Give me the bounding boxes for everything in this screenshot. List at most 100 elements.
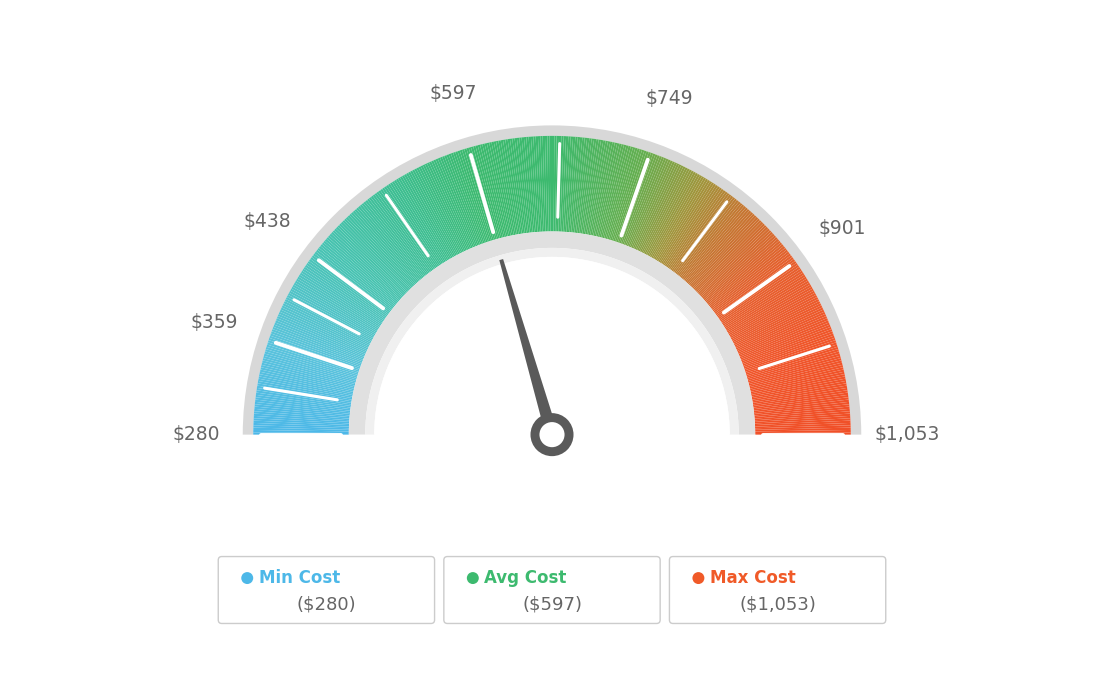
Wedge shape xyxy=(319,246,394,308)
Wedge shape xyxy=(742,327,831,363)
Wedge shape xyxy=(747,351,839,380)
Wedge shape xyxy=(751,372,845,393)
Wedge shape xyxy=(562,136,569,232)
Wedge shape xyxy=(493,141,514,235)
Wedge shape xyxy=(585,140,604,235)
Wedge shape xyxy=(328,235,401,300)
Wedge shape xyxy=(261,365,354,388)
Wedge shape xyxy=(654,176,704,259)
Wedge shape xyxy=(656,177,707,261)
Wedge shape xyxy=(437,158,476,247)
Wedge shape xyxy=(255,402,350,414)
Wedge shape xyxy=(380,189,436,268)
FancyBboxPatch shape xyxy=(444,557,660,624)
Wedge shape xyxy=(721,268,802,323)
Wedge shape xyxy=(346,217,413,288)
Wedge shape xyxy=(710,246,785,308)
Wedge shape xyxy=(552,136,554,231)
Wedge shape xyxy=(258,376,352,397)
Wedge shape xyxy=(688,212,753,284)
Wedge shape xyxy=(295,281,378,331)
Wedge shape xyxy=(478,145,503,238)
Wedge shape xyxy=(749,356,841,382)
Wedge shape xyxy=(754,404,849,415)
Wedge shape xyxy=(741,324,830,362)
Wedge shape xyxy=(613,150,645,241)
Wedge shape xyxy=(722,270,803,324)
Wedge shape xyxy=(289,290,374,338)
Wedge shape xyxy=(638,164,681,251)
Wedge shape xyxy=(743,331,834,366)
Wedge shape xyxy=(742,329,832,364)
Text: $359: $359 xyxy=(191,313,238,332)
Wedge shape xyxy=(535,136,542,232)
Wedge shape xyxy=(371,196,429,273)
Wedge shape xyxy=(263,356,355,382)
Wedge shape xyxy=(379,190,435,269)
Wedge shape xyxy=(432,160,471,249)
Circle shape xyxy=(531,413,573,456)
Text: $597: $597 xyxy=(429,83,477,103)
Wedge shape xyxy=(754,409,850,419)
Wedge shape xyxy=(682,206,746,280)
Text: ($597): ($597) xyxy=(522,595,582,613)
Wedge shape xyxy=(254,409,350,419)
Wedge shape xyxy=(425,164,467,250)
Wedge shape xyxy=(285,299,371,344)
Wedge shape xyxy=(406,172,454,257)
Wedge shape xyxy=(704,237,777,302)
Wedge shape xyxy=(254,418,349,425)
Wedge shape xyxy=(641,166,686,253)
Wedge shape xyxy=(712,252,789,311)
Wedge shape xyxy=(625,156,662,246)
Wedge shape xyxy=(412,170,458,255)
Wedge shape xyxy=(521,137,533,233)
Wedge shape xyxy=(256,391,351,406)
Wedge shape xyxy=(650,172,698,257)
Wedge shape xyxy=(264,353,357,381)
Wedge shape xyxy=(593,142,615,236)
Wedge shape xyxy=(681,204,744,279)
Wedge shape xyxy=(404,174,453,258)
Wedge shape xyxy=(604,146,630,239)
Wedge shape xyxy=(623,155,658,244)
Wedge shape xyxy=(471,146,498,239)
Wedge shape xyxy=(754,400,849,413)
Wedge shape xyxy=(390,182,443,264)
Wedge shape xyxy=(753,393,848,408)
Wedge shape xyxy=(474,146,500,239)
Wedge shape xyxy=(719,263,798,319)
Wedge shape xyxy=(751,369,845,392)
Wedge shape xyxy=(741,322,830,360)
Wedge shape xyxy=(538,136,544,232)
Wedge shape xyxy=(262,360,355,386)
Wedge shape xyxy=(698,227,768,295)
Wedge shape xyxy=(435,159,475,248)
Wedge shape xyxy=(755,423,851,428)
Wedge shape xyxy=(457,150,489,242)
Wedge shape xyxy=(290,288,374,337)
Wedge shape xyxy=(662,184,716,265)
Wedge shape xyxy=(294,282,378,333)
Wedge shape xyxy=(686,209,750,282)
Circle shape xyxy=(692,572,704,584)
Wedge shape xyxy=(282,305,369,348)
Wedge shape xyxy=(751,374,845,395)
Wedge shape xyxy=(749,358,841,384)
Wedge shape xyxy=(255,397,350,411)
Wedge shape xyxy=(376,192,434,270)
Wedge shape xyxy=(556,136,562,232)
Wedge shape xyxy=(323,241,397,304)
Wedge shape xyxy=(274,322,363,360)
Wedge shape xyxy=(565,137,573,232)
Wedge shape xyxy=(576,138,590,233)
Wedge shape xyxy=(320,244,395,306)
Wedge shape xyxy=(676,197,735,274)
Wedge shape xyxy=(288,293,373,339)
Wedge shape xyxy=(723,275,806,327)
Wedge shape xyxy=(631,159,670,248)
Wedge shape xyxy=(414,168,459,255)
Wedge shape xyxy=(363,201,425,277)
Wedge shape xyxy=(677,199,737,275)
Wedge shape xyxy=(590,141,611,235)
